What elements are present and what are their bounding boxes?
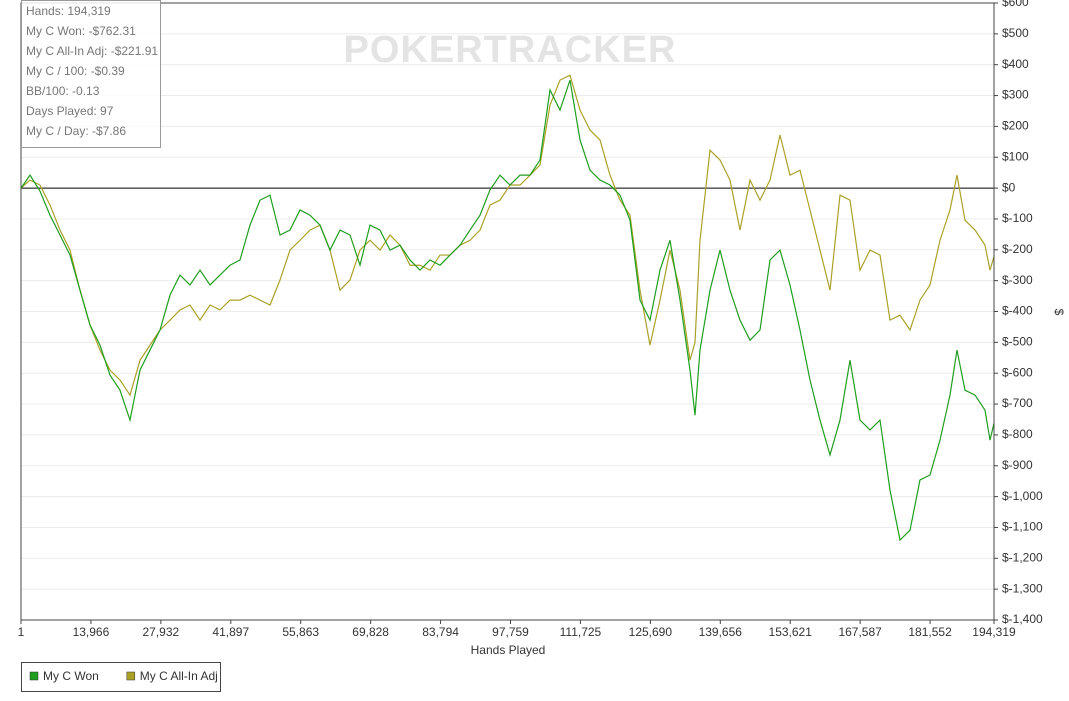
x-tick-label: 153,621 xyxy=(769,625,813,639)
y-tick-label: $-300 xyxy=(1002,273,1033,287)
y-tick-label: $500 xyxy=(1002,26,1029,40)
stat-line: My C / Day: -$7.86 xyxy=(26,124,126,138)
legend-label: My C Won xyxy=(43,669,99,683)
x-tick-label: 111,725 xyxy=(560,625,602,639)
stat-line: BB/100: -0.13 xyxy=(26,84,100,98)
y-tick-label: $-900 xyxy=(1002,458,1033,472)
x-tick-label: 55,863 xyxy=(282,625,319,639)
stat-line: My C / 100: -$0.39 xyxy=(26,64,125,78)
x-tick-label: 1 xyxy=(18,625,25,639)
y-tick-label: $-400 xyxy=(1002,304,1033,318)
x-tick-label: 194,319 xyxy=(972,625,1016,639)
y-tick-label: $-200 xyxy=(1002,242,1033,256)
x-tick-label: 83,794 xyxy=(422,625,459,639)
grid xyxy=(21,2,994,621)
x-tick-label: 97,759 xyxy=(492,625,529,639)
y-tick-label: $200 xyxy=(1002,119,1029,133)
y-tick-label: $100 xyxy=(1002,149,1029,163)
y-tick-label: $-600 xyxy=(1002,365,1033,379)
legend-label: My C All-In Adj xyxy=(140,669,218,683)
y-tick-label: $-700 xyxy=(1002,396,1033,410)
stats: Hands: 194,319 My C Won: -$762.31 My C All… xyxy=(26,4,158,138)
series-line xyxy=(20,74,995,397)
legend: My C Won My C All-In Adj xyxy=(29,669,218,683)
x-tick-label: 27,932 xyxy=(143,625,180,639)
y-tick-label: $-500 xyxy=(1002,335,1033,349)
legend-swatch xyxy=(29,671,39,681)
y-tick-label: $-100 xyxy=(1002,211,1033,225)
legend-box xyxy=(21,662,221,692)
x-tick-label: 69,828 xyxy=(352,625,389,639)
stat-line: My C Won: -$762.31 xyxy=(26,24,136,38)
x-tick-label: 125,690 xyxy=(629,625,673,639)
y-tick-label: $600 xyxy=(1002,0,1029,9)
x-tick-label: 13,966 xyxy=(73,625,110,639)
x-tick-label: 167,587 xyxy=(838,625,882,639)
y-tick-label: $-1,000 xyxy=(1002,489,1043,503)
y-tick-label: $0 xyxy=(1002,180,1016,194)
x-axis-label: Hands Played xyxy=(471,643,546,657)
x-tick-label: 139,656 xyxy=(699,625,743,639)
x-tick-label: 41,897 xyxy=(212,625,249,639)
y-tick-label: $-1,300 xyxy=(1002,581,1043,595)
y-tick-label: $400 xyxy=(1002,57,1029,71)
series-line xyxy=(20,79,995,542)
lines xyxy=(20,74,995,542)
legend-swatch xyxy=(126,671,136,681)
y-tick-label: $-800 xyxy=(1002,427,1033,441)
x-tick-label: 181,552 xyxy=(908,625,952,639)
stat-line: Hands: 194,319 xyxy=(26,4,111,18)
y-axis-label: $ xyxy=(1052,309,1066,316)
y-tick-label: $300 xyxy=(1002,88,1029,102)
stats-box xyxy=(21,0,161,148)
stat-line: My C All-In Adj: -$221.91 xyxy=(26,44,158,58)
stat-line: Days Played: 97 xyxy=(26,104,114,118)
watermark: POKERTRACKER xyxy=(344,29,677,71)
y-tick-label: $-1,400 xyxy=(1002,612,1043,626)
y-tick-label: $-1,200 xyxy=(1002,550,1043,564)
y-tick-label: $-1,100 xyxy=(1002,520,1043,534)
